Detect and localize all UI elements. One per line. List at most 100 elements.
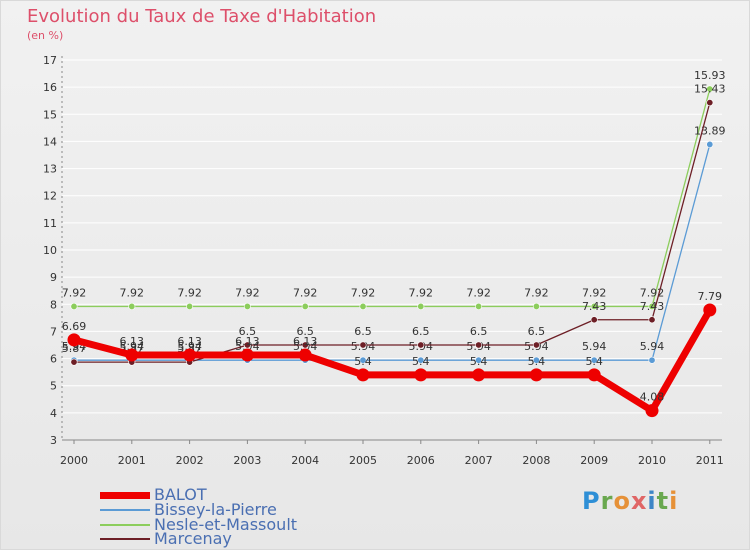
logo-letter: P (582, 487, 601, 515)
y-tick-label: 8 (50, 298, 57, 311)
data-label-balot: 5.4 (354, 355, 372, 368)
x-tick-label: 2000 (60, 454, 88, 467)
data-point-nesle-et-massoult (359, 302, 367, 310)
data-label-balot: 5.4 (528, 355, 546, 368)
data-point-balot (298, 348, 312, 362)
logo-letter: x (630, 487, 648, 515)
data-point-balot (472, 368, 486, 382)
y-tick-label: 16 (43, 81, 57, 94)
data-point-marcenay (706, 99, 714, 107)
y-tick-label: 7 (50, 325, 57, 338)
data-label-bissey-la-pierre: 13.89 (694, 124, 726, 137)
data-label-bissey-la-pierre: 5.94 (177, 340, 202, 353)
data-label-nesle-et-massoult: 7.92 (409, 286, 434, 299)
data-point-marcenay (359, 341, 367, 349)
data-point-nesle-et-massoult (532, 302, 540, 310)
y-tick-label: 11 (43, 217, 57, 230)
x-tick-label: 2004 (291, 454, 319, 467)
legend-swatch-bissey (100, 509, 150, 511)
legend-swatch-balot (100, 492, 150, 499)
logo-letter: t (656, 487, 670, 515)
data-label-marcenay: 7.43 (582, 300, 607, 313)
x-tick-label: 2005 (349, 454, 377, 467)
x-tick-label: 2008 (522, 454, 550, 467)
legend-label-nesle: Nesle-et-Massoult (154, 515, 298, 534)
data-point-nesle-et-massoult (186, 302, 194, 310)
data-label-marcenay: 7.43 (640, 300, 665, 313)
data-label-nesle-et-massoult: 7.92 (524, 286, 549, 299)
data-point-marcenay (475, 341, 483, 349)
x-tick-label: 2002 (176, 454, 204, 467)
y-tick-label: 4 (50, 407, 57, 420)
x-tick-label: 2010 (638, 454, 666, 467)
data-point-marcenay (243, 341, 251, 349)
data-point-marcenay (590, 316, 598, 324)
y-tick-label: 13 (43, 163, 57, 176)
data-point-bissey-la-pierre (648, 356, 656, 364)
data-point-nesle-et-massoult (301, 302, 309, 310)
data-point-nesle-et-massoult (128, 302, 136, 310)
data-point-balot (529, 368, 543, 382)
data-label-marcenay: 6.5 (412, 325, 430, 338)
data-point-bissey-la-pierre (417, 356, 425, 364)
data-point-balot (183, 348, 197, 362)
data-point-balot (587, 368, 601, 382)
data-label-nesle-et-massoult: 7.92 (120, 286, 145, 299)
series-line-balot (70, 306, 714, 415)
data-point-bissey-la-pierre (359, 356, 367, 364)
data-label-balot: 6.13 (177, 335, 202, 348)
y-tick-label: 12 (43, 190, 57, 203)
y-tick-label: 9 (50, 271, 57, 284)
y-tick-label: 15 (43, 108, 57, 121)
x-tick-label: 2007 (465, 454, 493, 467)
data-label-nesle-et-massoult: 15.93 (694, 69, 726, 82)
data-point-nesle-et-massoult (70, 302, 78, 310)
data-label-balot: 7.79 (698, 290, 723, 303)
data-label-bissey-la-pierre: 5.94 (582, 340, 607, 353)
data-point-nesle-et-massoult (475, 302, 483, 310)
data-point-marcenay (70, 358, 78, 366)
data-point-marcenay (301, 341, 309, 349)
legend-label-bissey: Bissey-la-Pierre (154, 500, 277, 519)
data-label-marcenay: 15.43 (694, 83, 726, 96)
data-point-balot (240, 348, 254, 362)
data-label-bissey-la-pierre: 5.94 (640, 340, 665, 353)
y-tick-label: 10 (43, 244, 57, 257)
proxiti-logo: Proxiti (582, 487, 678, 515)
logo-letter: i (669, 487, 679, 515)
data-point-bissey-la-pierre (706, 140, 714, 148)
series-line-nesle-et-massoult (73, 88, 711, 308)
x-tick-label: 2009 (580, 454, 608, 467)
data-label-nesle-et-massoult: 7.92 (62, 286, 87, 299)
data-label-nesle-et-massoult: 7.92 (466, 286, 491, 299)
data-point-marcenay (532, 341, 540, 349)
data-point-bissey-la-pierre (475, 356, 483, 364)
data-point-balot (414, 368, 428, 382)
data-point-nesle-et-massoult (590, 302, 598, 310)
data-point-balot (703, 303, 717, 317)
data-label-marcenay: 6.5 (528, 325, 546, 338)
series-line-marcenay (73, 101, 711, 363)
data-label-balot: 6.13 (235, 335, 260, 348)
data-label-nesle-et-massoult: 7.92 (235, 286, 260, 299)
data-label-marcenay: 5.87 (62, 342, 87, 355)
data-label-nesle-et-massoult: 7.92 (293, 286, 318, 299)
y-tick-label: 3 (50, 434, 57, 447)
chart-title: Evolution du Taux de Taxe d'Habitation (27, 6, 377, 27)
data-label-balot: 6.13 (293, 335, 318, 348)
data-label-marcenay: 6.5 (239, 325, 257, 338)
legend-swatch-nesle (100, 524, 150, 526)
logo-letter: r (600, 487, 614, 515)
data-label-balot: 5.4 (470, 355, 488, 368)
x-tick-label: 2003 (233, 454, 261, 467)
data-point-nesle-et-massoult (243, 302, 251, 310)
data-label-balot: 4.08 (640, 391, 665, 404)
data-point-bissey-la-pierre (590, 356, 598, 364)
data-point-nesle-et-massoult (417, 302, 425, 310)
data-label-nesle-et-massoult: 7.92 (582, 286, 607, 299)
x-tick-label: 2011 (696, 454, 724, 467)
data-label-balot: 5.4 (412, 355, 430, 368)
y-tick-label: 5 (50, 380, 57, 393)
y-tick-label: 14 (43, 135, 57, 148)
